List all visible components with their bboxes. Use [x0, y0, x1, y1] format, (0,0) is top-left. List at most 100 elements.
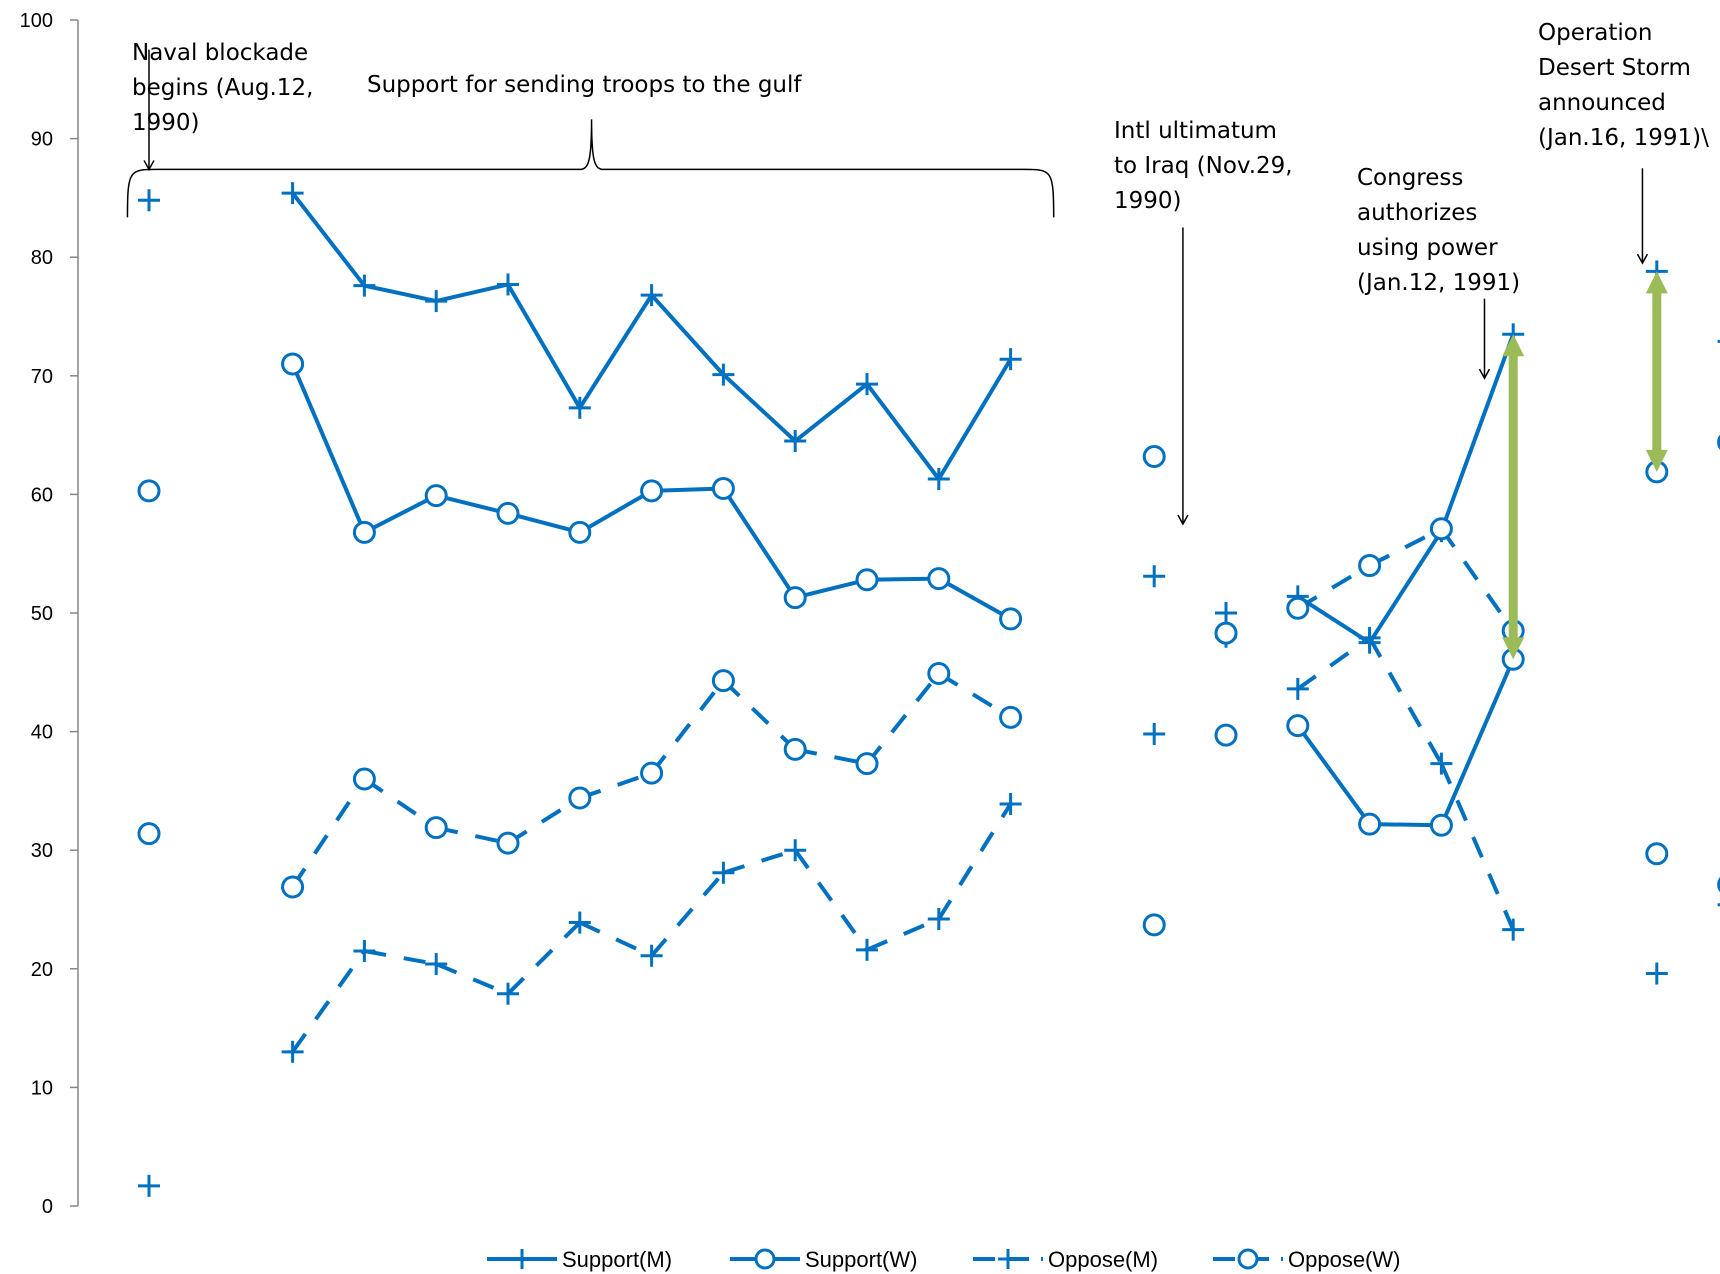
data-point [999, 705, 1023, 729]
series-line-segment [577, 293, 654, 410]
series-line-segment [1439, 527, 1515, 632]
annotation-text-line: Congress [1357, 165, 1463, 191]
data-point [856, 938, 878, 961]
data-point [999, 348, 1022, 371]
series-line-segment [865, 672, 941, 765]
data-point [640, 479, 664, 503]
legend-entry-2: Support(W) [730, 1247, 917, 1272]
legend-entry-1: Support(M) [487, 1247, 672, 1272]
data-point [568, 396, 591, 419]
annotation-text-line: Support for sending troops to the gulf [367, 72, 802, 98]
gap-arrow [1645, 271, 1668, 472]
series-line-segment [1439, 762, 1516, 931]
annotation-text-line: Desert Storm [1538, 55, 1691, 81]
series-line-segment [1295, 594, 1372, 645]
series-line-segment [290, 191, 367, 288]
y-tick-label: 40 [31, 722, 53, 744]
series-oppose-m [138, 565, 1720, 1197]
series-line-segment [290, 949, 367, 1053]
annotation-text-line: announced [1538, 90, 1666, 116]
data-point [712, 363, 735, 386]
data-point [1215, 602, 1237, 624]
data-point [1645, 842, 1669, 866]
data-point [855, 568, 879, 592]
series-line-segment [435, 962, 509, 996]
y-tick-label: 60 [31, 484, 53, 506]
series-line-segment [362, 283, 439, 304]
annotation-text-line: Intl ultimatum [1114, 118, 1277, 144]
series-line-segment [506, 511, 582, 535]
series-line-segment [794, 747, 868, 766]
series-line-segment [506, 282, 582, 410]
data-point [1429, 517, 1453, 541]
series-line-segment [434, 493, 510, 516]
data-point [1502, 918, 1525, 941]
data-point [425, 290, 448, 313]
series-line-segment [1367, 636, 1444, 765]
data-point [927, 661, 951, 685]
series-line-segment [435, 825, 509, 846]
series-line-segment [650, 679, 725, 775]
annotation-brace [126, 119, 1055, 218]
gap-arrow-head-bottom [1502, 637, 1525, 660]
data-point [1358, 554, 1382, 578]
series-line-segment [793, 577, 869, 600]
series-line-segment [793, 382, 869, 444]
series-line-segment [649, 293, 726, 377]
annotation-text-line: Naval blockade [132, 40, 308, 66]
data-point [352, 767, 376, 791]
data-point [568, 520, 592, 544]
data-point [138, 1174, 160, 1197]
series-line-segment [866, 917, 940, 952]
legend-label: Oppose(W) [1288, 1247, 1400, 1272]
y-tick-label: 80 [31, 247, 53, 269]
data-point [497, 273, 519, 296]
annotation-text-line: (Jan.16, 1991)\ [1538, 125, 1709, 151]
series-line-segment [1295, 723, 1372, 827]
data-point [1286, 596, 1310, 620]
series-line-segment [577, 488, 654, 535]
data-point [712, 861, 735, 884]
series-line-segment [650, 871, 725, 958]
gap-arrow [1502, 334, 1525, 660]
series-line-segment [722, 848, 796, 875]
data-point [496, 501, 520, 525]
data-point [640, 944, 663, 967]
data-point [927, 467, 950, 490]
data-point [1358, 812, 1382, 836]
data-point [1214, 621, 1238, 645]
gap-arrows [1502, 271, 1668, 660]
data-point [1430, 752, 1453, 775]
data-point [927, 567, 951, 591]
series-line-segment [1439, 657, 1516, 828]
data-point [424, 484, 448, 508]
data-point [425, 953, 448, 976]
y-tick-label: 20 [31, 959, 53, 981]
data-point [1214, 723, 1238, 747]
y-tick-label: 100 [20, 10, 53, 32]
series-line-segment [506, 796, 581, 845]
y-tick-label: 90 [31, 129, 53, 151]
series-line-segment [578, 920, 653, 958]
data-point [1286, 714, 1310, 738]
annotation-5: Operation Desert Storm announced (Jan.16, 1… [1538, 20, 1709, 265]
series-line-segment [722, 679, 797, 751]
legend-label: Support(W) [805, 1247, 917, 1272]
series-line-segment [937, 671, 1012, 720]
gap-arrow-head-bottom [1645, 449, 1668, 472]
data-point [1286, 677, 1309, 700]
series-support-w [137, 352, 1720, 937]
data-point [281, 352, 305, 376]
data-point [784, 839, 807, 862]
data-point [783, 737, 807, 761]
data-point [856, 373, 878, 396]
plot-area [137, 182, 1720, 1197]
data-point [640, 761, 664, 785]
data-point [784, 430, 807, 453]
series-oppose-w [137, 444, 1720, 899]
series-line-segment [865, 576, 941, 582]
data-point [496, 831, 520, 855]
data-point [353, 940, 376, 963]
series-line-segment [290, 777, 367, 889]
annotation-2: Support for sending troops to the gulf [126, 72, 1055, 218]
